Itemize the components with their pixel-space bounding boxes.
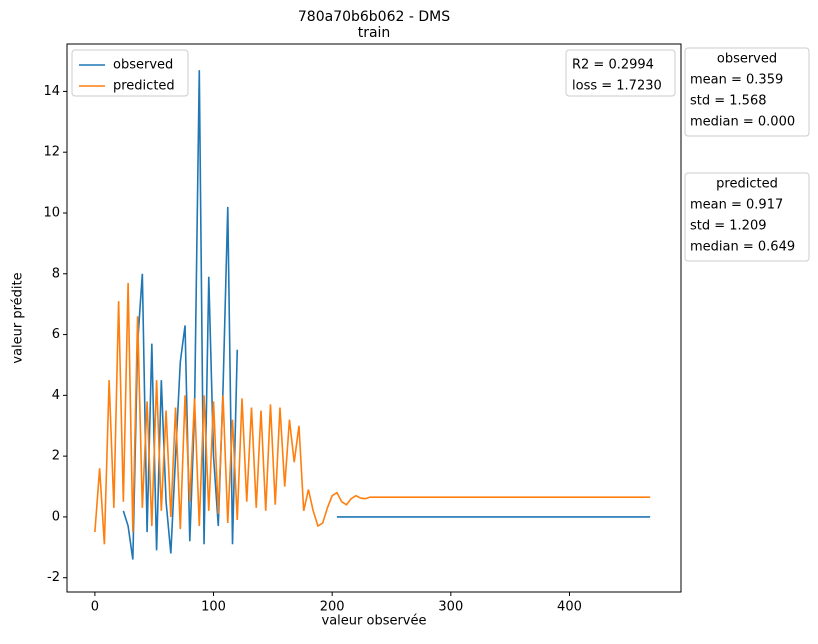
metrics-box xyxy=(565,49,676,97)
stat-line: std = 1.209 xyxy=(690,219,767,234)
y-tick-label: -2 xyxy=(47,570,60,585)
legend-box xyxy=(71,49,189,97)
metric-text: R2 = 0.2994 xyxy=(572,58,654,73)
y-tick-label: 4 xyxy=(52,388,60,403)
stat-line: median = 0.649 xyxy=(690,240,795,255)
legend-label: predicted xyxy=(113,79,175,94)
y-axis-label: valeur prédite xyxy=(11,272,26,363)
stat-line: median = 0.000 xyxy=(690,115,795,130)
series-line xyxy=(94,282,651,545)
y-tick-label: 0 xyxy=(52,509,60,524)
series-line xyxy=(122,70,651,560)
y-tick-label: 12 xyxy=(43,145,60,160)
stat-box xyxy=(684,47,810,137)
y-tick-label: 2 xyxy=(52,449,60,464)
x-tick-label: 400 xyxy=(557,600,582,615)
chart-subtitle: train xyxy=(358,25,391,41)
stat-line: mean = 0.359 xyxy=(690,73,783,88)
stat-box xyxy=(684,172,810,262)
stat-line: mean = 0.917 xyxy=(690,198,783,213)
metric-text: loss = 1.7230 xyxy=(572,79,662,94)
chart-title: 780a70b6b062 - DMS xyxy=(298,9,450,25)
stat-line: std = 1.568 xyxy=(690,94,767,109)
stat-title: observed xyxy=(717,52,777,67)
x-axis-label: valeur observée xyxy=(322,614,427,629)
x-tick-label: 200 xyxy=(320,600,345,615)
x-tick-label: 100 xyxy=(201,600,226,615)
x-tick-label: 300 xyxy=(438,600,463,615)
legend-label: observed xyxy=(113,58,173,73)
y-tick-label: 10 xyxy=(43,205,60,220)
x-tick-label: 0 xyxy=(91,600,99,615)
y-tick-label: 8 xyxy=(52,266,60,281)
axes-frame xyxy=(66,43,682,593)
legend: observed predicted xyxy=(71,49,189,97)
stat-title: predicted xyxy=(716,177,778,192)
y-tick-label: 14 xyxy=(43,84,60,99)
y-tick-label: 6 xyxy=(52,327,60,342)
